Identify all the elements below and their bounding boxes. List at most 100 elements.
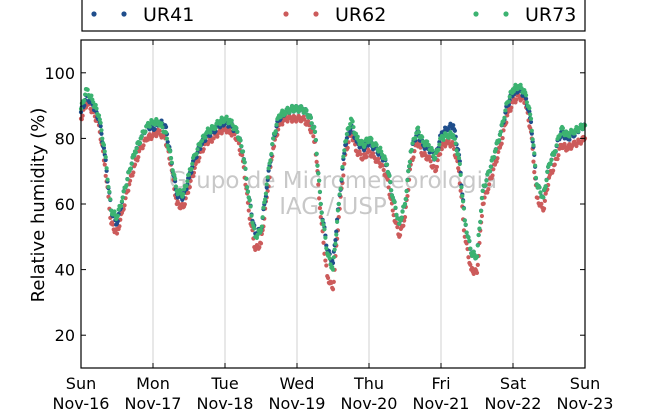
data-point: [217, 121, 223, 127]
data-point: [344, 132, 349, 137]
data-point: [411, 155, 416, 160]
data-point: [330, 267, 336, 272]
data-point: [499, 141, 504, 146]
data-point: [268, 158, 273, 163]
data-point: [188, 178, 193, 183]
data-point: [182, 202, 187, 207]
data-point: [107, 189, 112, 194]
data-point: [103, 157, 108, 163]
data-point: [312, 124, 317, 130]
data-point: [160, 125, 165, 130]
data-point: [446, 135, 451, 140]
data-point: [327, 256, 332, 261]
data-point: [555, 156, 560, 162]
data-point: [497, 138, 502, 143]
data-point: [417, 142, 422, 147]
data-point: [474, 270, 480, 275]
data-point: [384, 162, 390, 167]
data-point: [503, 108, 508, 113]
data-point: [317, 178, 322, 183]
data-point: [283, 111, 288, 116]
data-point: [243, 166, 248, 171]
data-point: [531, 159, 536, 164]
data-point: [335, 208, 341, 213]
data-point: [458, 188, 463, 193]
data-point: [532, 151, 537, 156]
data-point: [309, 121, 314, 126]
data-point: [338, 186, 343, 191]
data-point: [208, 133, 213, 138]
data-point: [163, 124, 169, 130]
data-point: [209, 139, 215, 144]
x-tick-date-label: Nov-21: [413, 394, 470, 409]
data-point: [280, 122, 285, 127]
data-point: [322, 227, 327, 232]
data-point: [215, 134, 220, 139]
data-point: [397, 221, 402, 226]
data-point: [257, 245, 262, 250]
data-point: [122, 203, 127, 208]
x-tick-day-label: Sat: [500, 374, 526, 393]
data-point: [392, 199, 397, 205]
data-point: [548, 161, 553, 166]
data-point: [439, 147, 444, 152]
x-axis: SunNov-16MonNov-17TueNov-18WedNov-19ThuN…: [53, 40, 613, 409]
data-point: [553, 149, 558, 154]
data-point: [485, 190, 490, 195]
data-point: [476, 232, 481, 238]
data-point: [260, 215, 265, 220]
data-point: [554, 143, 559, 148]
data-point: [468, 246, 473, 251]
data-point: [139, 134, 144, 139]
data-point: [97, 117, 102, 122]
data-point: [143, 129, 148, 134]
data-point: [428, 159, 433, 164]
data-point: [402, 218, 407, 223]
data-point: [500, 136, 505, 141]
data-point: [427, 154, 432, 160]
data-point: [278, 114, 283, 119]
data-point: [246, 208, 251, 213]
data-point: [263, 191, 269, 196]
data-point: [119, 203, 124, 209]
data-point: [147, 124, 152, 129]
data-point: [475, 262, 480, 267]
y-tick-label: 20: [55, 326, 75, 345]
data-point: [129, 161, 134, 166]
data-point: [342, 148, 347, 153]
data-point: [152, 126, 157, 132]
data-point: [572, 131, 577, 136]
data-point: [541, 195, 546, 200]
data-point: [451, 123, 456, 128]
data-point: [331, 279, 336, 285]
x-tick-date-label: Nov-20: [341, 394, 398, 409]
data-point: [350, 119, 355, 124]
data-point: [252, 226, 257, 231]
legend-marker: [283, 11, 289, 17]
data-point: [164, 136, 169, 141]
data-point: [479, 196, 485, 201]
data-point: [108, 197, 113, 202]
data-point: [302, 117, 307, 122]
y-axis: 20 40 60 80 100: [44, 64, 585, 345]
data-point: [203, 135, 208, 140]
data-point: [528, 119, 534, 125]
data-point: [464, 230, 469, 235]
data-point: [381, 167, 386, 173]
data-point: [406, 169, 411, 174]
data-point: [110, 222, 115, 227]
data-point: [320, 218, 325, 223]
data-point: [145, 137, 151, 142]
data-point: [562, 141, 567, 147]
data-point: [483, 183, 488, 188]
data-point: [247, 198, 252, 203]
legend-label: UR62: [335, 4, 386, 26]
data-point: [362, 142, 367, 147]
data-point: [410, 141, 415, 146]
data-point: [390, 208, 395, 213]
data-point: [165, 139, 170, 145]
data-point: [133, 150, 138, 155]
data-point: [184, 183, 189, 188]
data-point: [124, 183, 129, 188]
data-point: [271, 136, 276, 141]
